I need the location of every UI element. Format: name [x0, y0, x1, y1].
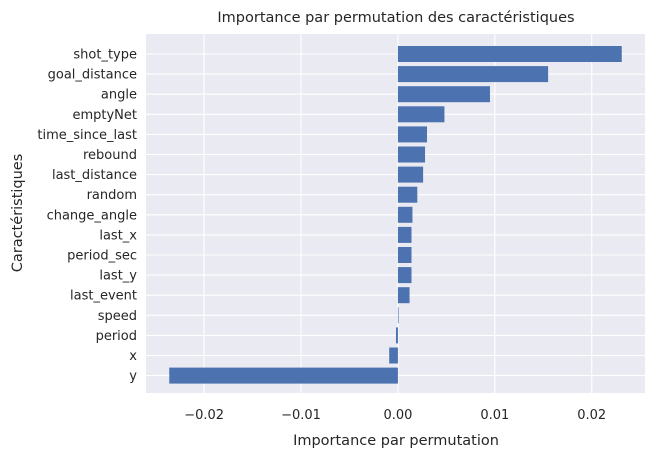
bar-time_since_last	[397, 126, 427, 143]
bar-shot_type	[397, 46, 622, 62]
bar-emptyNet	[397, 106, 445, 123]
grid	[146, 34, 645, 393]
x-tick-label: −0.02	[184, 408, 224, 423]
x-tick-label: 0.00	[383, 408, 412, 423]
x-tick-label: 0.02	[577, 408, 606, 423]
y-tick-label: random	[87, 188, 137, 203]
y-tick-label: y	[129, 369, 137, 384]
y-axis-label: Caractéristiques	[10, 154, 26, 273]
bar-period_sec	[397, 247, 412, 263]
bar-random	[397, 186, 418, 203]
bar-y	[169, 367, 398, 384]
y-tick-label: rebound	[83, 148, 137, 163]
y-tick-label: goal_distance	[48, 68, 137, 83]
y-tick-label: period_sec	[67, 249, 137, 264]
bar-goal_distance	[397, 66, 549, 83]
y-tick-label: time_since_last	[37, 128, 137, 143]
bars	[169, 46, 622, 384]
bar-last_event	[397, 287, 410, 304]
bar-last_x	[397, 226, 412, 243]
y-tick-label: emptyNet	[72, 108, 137, 123]
y-tick-label: change_angle	[47, 208, 137, 223]
plot-area	[146, 34, 645, 393]
y-tick-label: last_x	[99, 228, 137, 243]
x-tick-labels: −0.02 −0.01 0.00 0.01 0.02	[184, 408, 606, 423]
y-tick-label: x	[129, 349, 137, 364]
bar-angle	[397, 86, 490, 103]
y-tick-label: last_event	[70, 289, 137, 304]
bar-rebound	[397, 146, 426, 163]
y-tick-label: angle	[101, 88, 137, 103]
y-tick-label: last_y	[99, 269, 137, 284]
x-tick-label: −0.01	[281, 408, 321, 423]
y-tick-label: last_distance	[52, 168, 137, 183]
chart-title: Importance par permutation des caractéri…	[217, 10, 574, 26]
bar-speed	[397, 307, 399, 324]
bar-last_y	[397, 267, 412, 284]
bar-x	[389, 347, 398, 364]
y-tick-label: shot_type	[73, 48, 137, 63]
bar-last_distance	[397, 166, 424, 183]
bar-period	[395, 327, 398, 344]
x-tick-label: 0.01	[480, 408, 509, 423]
bar-change_angle	[397, 206, 413, 223]
y-tick-label: period	[96, 329, 137, 344]
y-tick-label: speed	[98, 309, 137, 324]
x-axis-label: Importance par permutation	[293, 433, 499, 449]
